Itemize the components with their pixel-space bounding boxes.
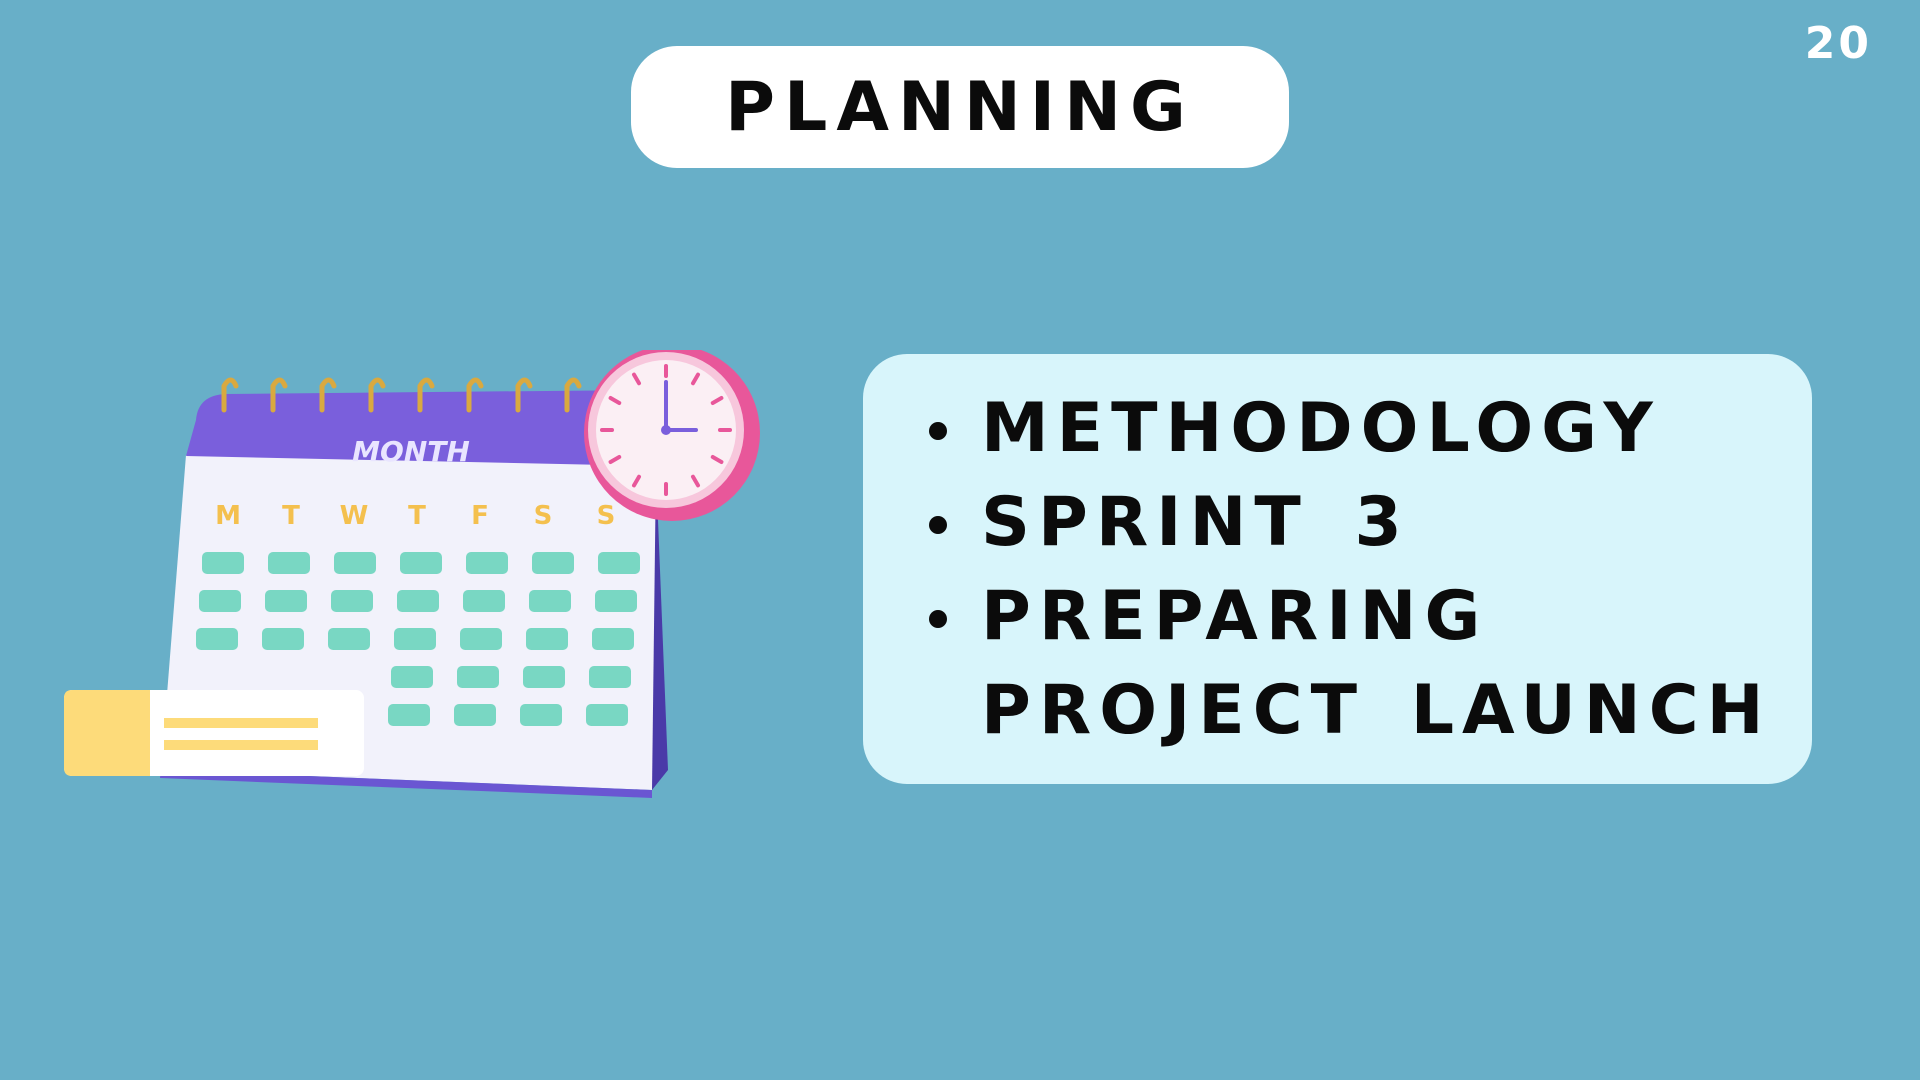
calendar-cell [262, 628, 304, 650]
calendar-cell [592, 628, 634, 650]
calendar-ring [319, 377, 337, 413]
calendar-month-label: MONTH [352, 435, 470, 468]
calendar-day-label: T [408, 501, 426, 531]
note-card-icon [64, 690, 364, 776]
calendar-ring [221, 377, 239, 413]
calendar-icon: MONTH M T W T F S S [64, 350, 760, 798]
calendar-cell [589, 666, 631, 688]
calendar-cell [400, 552, 442, 574]
calendar-header [186, 390, 652, 466]
clock-tick [710, 396, 724, 405]
calendar-ring [270, 377, 288, 413]
calendar-ring [368, 377, 386, 413]
calendar-cell [328, 628, 370, 650]
calendar-cell [196, 628, 238, 650]
calendar-ring [466, 377, 484, 413]
calendar-day-label: F [471, 501, 489, 531]
calendar-cell [460, 628, 502, 650]
calendar-cell [532, 552, 574, 574]
bullet-dot-icon [929, 422, 947, 440]
clock-tick [691, 474, 700, 488]
calendar-cell [457, 666, 499, 688]
calendar-ring [564, 377, 582, 413]
calendar-cell [334, 552, 376, 574]
bullet-text: SPRINT 3 [981, 483, 1410, 562]
calendar-cell [586, 704, 628, 726]
calendar-cell [520, 704, 562, 726]
calendar-cell [391, 666, 433, 688]
title-pill: PLANNING [631, 46, 1289, 168]
calendar-cell [394, 628, 436, 650]
calendar-cell [397, 590, 439, 612]
calendar-cell [466, 552, 508, 574]
clock-tick [691, 372, 700, 386]
bullet-dot-icon [929, 516, 947, 534]
calendar-ring [515, 377, 533, 413]
calendar-cell [265, 590, 307, 612]
bullet-text: METHODOLOGY [981, 389, 1661, 468]
calendar-cell [199, 590, 241, 612]
calendar-rings [221, 377, 582, 413]
clock-tick [608, 455, 622, 464]
clock-tick [608, 396, 622, 405]
bullet-dot-icon [929, 610, 947, 628]
calendar-day-label: W [340, 501, 369, 531]
calendar-cell [388, 704, 430, 726]
calendar-cell [595, 590, 637, 612]
clock-tick [632, 372, 641, 386]
calendar-ring [417, 377, 435, 413]
clock-icon [584, 350, 760, 521]
bullet-item: PREPARING PROJECT LAUNCH [929, 570, 1812, 758]
calendar-day-label: S [534, 501, 553, 531]
calendar-cell [331, 590, 373, 612]
clock-tick [710, 455, 724, 464]
calendar-cell [526, 628, 568, 650]
bullet-item: SPRINT 3 [929, 476, 1812, 570]
calendar-cell [598, 552, 640, 574]
bullet-list: METHODOLOGY SPRINT 3 PREPARING PROJECT L… [929, 382, 1812, 758]
content-panel: METHODOLOGY SPRINT 3 PREPARING PROJECT L… [863, 354, 1812, 784]
calendar-cell [454, 704, 496, 726]
calendar-cell [529, 590, 571, 612]
calendar-day-label: S [597, 501, 616, 531]
calendar-cell [523, 666, 565, 688]
calendar-day-label: M [215, 501, 241, 531]
slide-title: PLANNING [725, 67, 1195, 147]
bullet-item: METHODOLOGY [929, 382, 1812, 476]
calendar-day-label: T [282, 501, 300, 531]
bullet-text: PREPARING PROJECT LAUNCH [981, 577, 1772, 750]
calendar-cell [268, 552, 310, 574]
clock-tick [632, 474, 641, 488]
slide-number: 20 [1804, 18, 1872, 69]
calendar-cell [202, 552, 244, 574]
calendar-cell [463, 590, 505, 612]
